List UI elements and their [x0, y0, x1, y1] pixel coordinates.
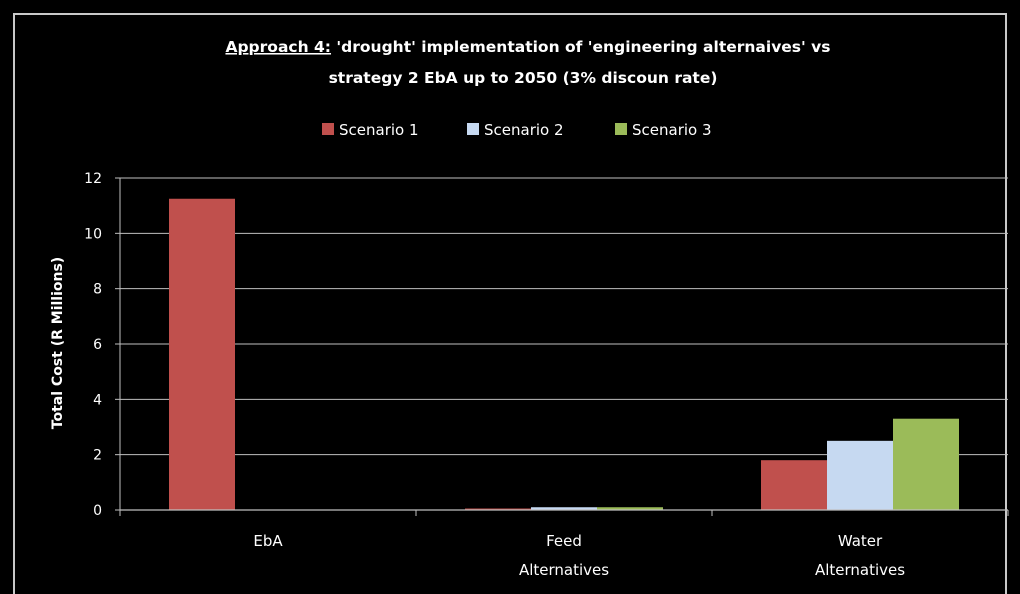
bar	[169, 198, 235, 510]
y-axis-label: Total Cost (R Millions)	[50, 257, 66, 429]
x-axis	[119, 178, 1009, 516]
bars	[169, 198, 959, 510]
y-tick-label: 4	[93, 392, 102, 408]
legend-swatch	[467, 123, 479, 135]
y-tick-label: 6	[93, 337, 102, 353]
x-category-label: EbA	[253, 532, 283, 550]
bar	[827, 440, 893, 510]
y-tick-label: 8	[93, 282, 102, 298]
legend-label: Scenario 2	[484, 121, 564, 139]
gridlines	[120, 177, 1008, 456]
bar	[893, 418, 959, 510]
x-category-label: Water	[838, 532, 883, 550]
x-category-label: Feed	[546, 532, 582, 550]
bar	[465, 508, 531, 510]
legend-label: Scenario 3	[632, 121, 712, 139]
legend: Scenario 1 Scenario 2 Scenario 3	[322, 121, 712, 139]
chart-title-rest: 'drought' implementation of 'engineering…	[331, 38, 831, 56]
y-tick-label: 12	[84, 171, 102, 187]
bar	[761, 460, 827, 510]
legend-swatch	[322, 123, 334, 135]
x-axis-labels: EbA Feed Alternatives Water Alternatives	[253, 532, 905, 579]
y-axis-ticks: 0 2 4 6 8 10 12	[84, 171, 120, 519]
y-tick-label: 0	[93, 503, 102, 519]
bar	[597, 507, 663, 510]
x-category-label: Alternatives	[815, 561, 905, 579]
x-category-label: Alternatives	[519, 561, 609, 579]
chart-title-line-2: strategy 2 EbA up to 2050 (3% discoun ra…	[329, 69, 718, 87]
y-tick-label: 10	[84, 226, 102, 242]
bar	[531, 507, 597, 510]
chart-title-prefix: Approach 4:	[225, 38, 331, 56]
legend-swatch	[615, 123, 627, 135]
legend-label: Scenario 1	[339, 121, 419, 139]
y-tick-label: 2	[93, 448, 102, 464]
chart-title-line-1: Approach 4: 'drought' implementation of …	[225, 38, 830, 56]
